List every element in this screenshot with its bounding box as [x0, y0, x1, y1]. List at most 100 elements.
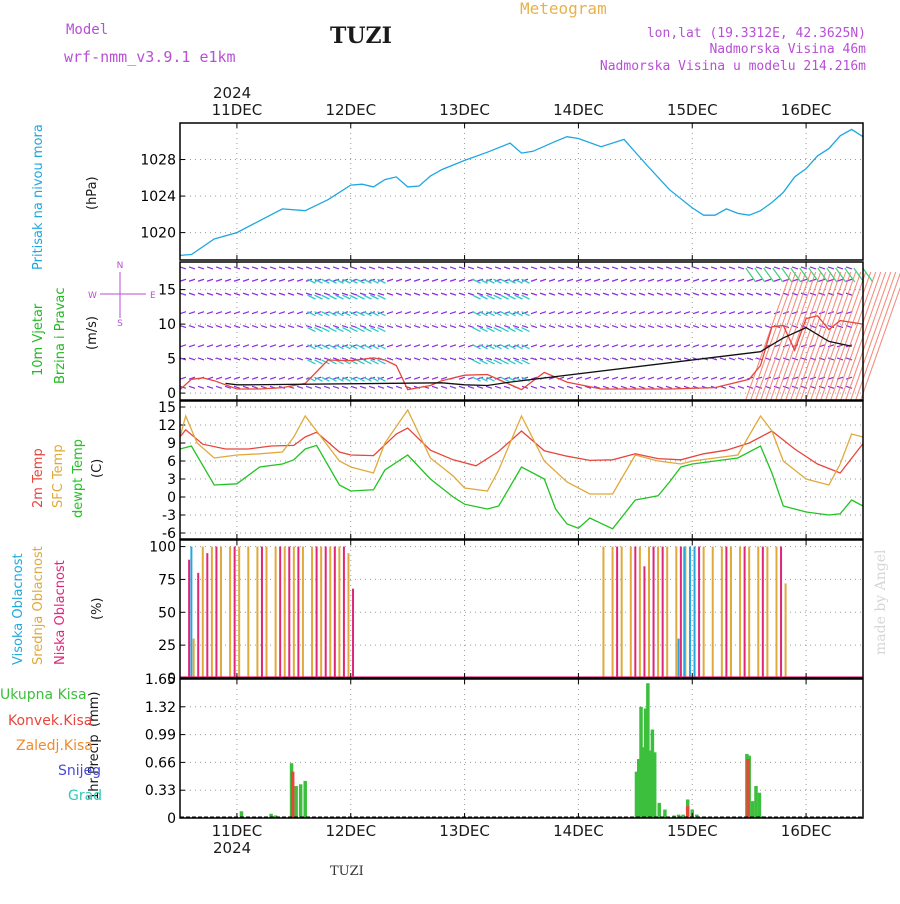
data-bar — [329, 546, 332, 678]
data-bar — [784, 583, 787, 678]
data-bar — [210, 546, 213, 678]
y-tick-label: 3 — [167, 472, 176, 488]
footer-station: TUZI — [330, 864, 364, 879]
pressure-ylabel: Pritisak na nivou mora — [31, 124, 46, 270]
wind-barb-row — [179, 266, 853, 270]
y-tick-label: 10 — [158, 317, 176, 333]
panel-frame — [179, 122, 864, 261]
wind-barb-cyan — [307, 294, 386, 300]
series-line — [179, 128, 864, 257]
data-bar — [677, 638, 680, 678]
data-bar — [643, 708, 648, 818]
data-bar — [754, 785, 758, 818]
data-bar — [675, 546, 678, 678]
data-bar — [702, 546, 705, 678]
y-tick-label: 1020 — [140, 226, 176, 242]
data-bar — [683, 546, 686, 678]
credit-text: made by Angel — [873, 549, 889, 655]
data-bar — [641, 747, 646, 818]
data-bar — [681, 814, 685, 818]
wind-barb-row — [179, 324, 853, 329]
x-tick-label: 14DEC — [553, 822, 604, 840]
data-bar — [657, 802, 661, 818]
data-bar — [256, 546, 259, 678]
data-bar — [636, 759, 641, 818]
wind-barb-row — [179, 292, 853, 296]
data-bar — [292, 546, 295, 678]
data-bar — [294, 785, 298, 818]
data-bar — [611, 546, 614, 678]
data-bar — [748, 546, 751, 678]
compass-west: W — [88, 291, 97, 301]
temp-unit: (C) — [90, 459, 105, 478]
data-bar — [657, 546, 660, 678]
data-bar — [238, 546, 241, 678]
panel-frame — [179, 400, 864, 540]
data-bar — [676, 814, 681, 818]
data-bar — [634, 771, 639, 818]
y-tick-label: 1028 — [140, 153, 176, 169]
data-bar — [315, 546, 318, 678]
data-bar — [685, 806, 690, 818]
x-tick-label: 11DEC — [212, 101, 263, 119]
legend-snow: Snijeg — [58, 763, 101, 779]
data-bar — [711, 546, 714, 678]
wind-barb-cyan — [472, 294, 530, 300]
data-bar — [761, 546, 764, 678]
data-bar — [646, 683, 650, 818]
data-bar — [265, 546, 268, 678]
data-bar — [679, 546, 682, 678]
y-tick-label: 0 — [167, 386, 176, 402]
y-tick-label: 12 — [158, 418, 176, 434]
data-bar — [338, 546, 341, 678]
y-tick-label: 25 — [158, 638, 176, 654]
data-bar — [743, 546, 746, 678]
data-bar — [192, 638, 195, 678]
data-bar — [757, 792, 762, 818]
data-bar — [324, 546, 327, 678]
data-bar — [650, 729, 655, 818]
data-bar — [616, 546, 619, 678]
low-cloud-ylabel: Niska Oblacnost — [53, 560, 68, 665]
data-bar — [342, 546, 345, 678]
data-bar — [602, 546, 605, 678]
data-bar — [239, 811, 244, 818]
lonlat-text: lon,lat (19.3312E, 42.3625N) — [647, 26, 866, 41]
wind-barb-cyan — [307, 311, 386, 317]
y-tick-label: 0 — [167, 811, 176, 827]
y-tick-label: 0 — [167, 671, 176, 687]
t2m-ylabel: 2m Temp — [31, 448, 46, 508]
data-bar — [775, 546, 778, 678]
data-bar — [352, 588, 355, 678]
year-bottom: 2024 — [213, 839, 251, 857]
data-bar — [648, 750, 652, 818]
y-tick-label: 1024 — [140, 189, 176, 205]
y-tick-label: 50 — [158, 605, 176, 621]
y-tick-label: 1.65 — [145, 672, 176, 688]
series-line — [179, 315, 864, 391]
data-bar — [647, 546, 650, 678]
data-bar — [634, 546, 637, 678]
dew-ylabel: dewpt Temp — [71, 439, 86, 518]
model-label: Model — [66, 22, 108, 38]
data-bar — [197, 572, 200, 678]
series-line — [179, 427, 864, 474]
model-elevation-text: Nadmorska Visina u modelu 214.216m — [600, 59, 866, 74]
data-bar — [666, 546, 669, 678]
data-bar — [739, 546, 742, 678]
y-tick-label: 75 — [158, 572, 176, 588]
wind-barb-green — [745, 267, 874, 283]
data-bar — [215, 546, 218, 678]
model-name: wrf-nmm_v3.9.1 e1km — [64, 48, 236, 66]
legend-total-precip: Ukupna Kisa — [0, 687, 87, 703]
y-tick-label: 15 — [158, 400, 176, 416]
wind-barb-cyan — [472, 278, 530, 284]
data-bar — [639, 706, 643, 818]
data-bar — [693, 546, 696, 678]
data-bar — [746, 759, 750, 818]
x-tick-label: 15DEC — [667, 822, 718, 840]
wind-ylabel-sub: Brzina i Pravac — [53, 287, 68, 384]
y-tick-label: 6 — [167, 454, 176, 470]
data-bar — [729, 546, 732, 678]
